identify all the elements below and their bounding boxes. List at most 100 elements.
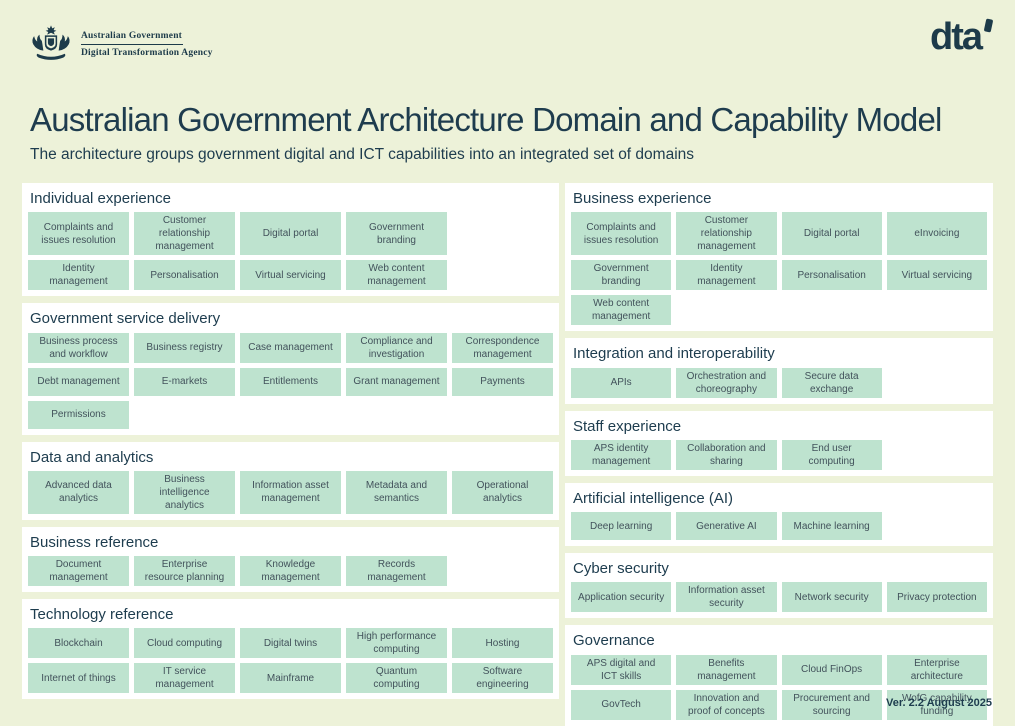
capability-item-it-service-management: IT service management [134,663,235,694]
capability-item-document-management: Document management [28,556,129,586]
capability-item-correspondence-management: Correspondence management [452,332,553,363]
australian-coat-of-arms-icon [28,24,74,62]
capability-item-cloud-finops: Cloud FinOps [781,654,882,685]
capability-item-permissions: Permissions [28,400,129,429]
capability-item-collaboration-and-sharing: Collaboration and sharing [676,439,777,470]
capability-item-digital-portal: Digital portal [240,212,341,256]
capability-item-machine-learning: Machine learning [781,512,882,540]
domain-section-business-reference: Business reference Document management Ent… [22,526,559,592]
capability-item-web-content-management: Web content management [571,295,672,326]
capability-item-customer-relationship-management: Customer relationship management [134,212,235,256]
capability-item-aps-identity-management: APS identity management [571,439,672,470]
domain-section-artificial-intelligence-ai: Artificial intelligence (AI) Deep learnin… [565,482,993,546]
page-title: Australian Government Architecture Domai… [30,101,942,138]
domain-section-data-and-analytics: Data and analytics Advanced data analytic… [22,441,559,520]
capability-item-government-branding: Government branding [571,260,672,291]
dta-logo-text: dta [930,16,983,58]
capability-item-virtual-servicing: Virtual servicing [886,260,987,291]
capability-item-privacy-protection: Privacy protection [886,582,987,613]
capability-item-software-engineering: Software engineering [452,663,553,694]
capability-item-operational-analytics: Operational analytics [452,470,553,514]
capability-item-procurement-and-sourcing: Procurement and sourcing [781,689,882,720]
capability-item-web-content-management: Web content management [346,260,447,291]
capability-item-business-registry: Business registry [134,332,235,363]
capability-item-wofg-capability-funding: WofG capability funding [886,689,987,720]
capability-item-identity-management: Identity management [676,260,777,291]
capability-item-apis: APIs [571,367,672,398]
capability-item-complaints-and-issues-resolution: Complaints and issues resolution [28,212,129,256]
capability-item-personalisation: Personalisation [134,260,235,291]
agency-logo: Australian Government Digital Transforma… [28,24,213,62]
capability-item-einvoicing: eInvoicing [886,212,987,256]
page-subtitle: The architecture groups government digit… [30,146,695,163]
domain-section-title: Cyber security [573,560,669,577]
domain-section-title: Business reference [30,533,159,551]
capability-item-mainframe: Mainframe [240,663,341,694]
domain-section-business-experience: Business experience Complaints and issues… [565,183,993,332]
domain-section-staff-experience: Staff experience APS identity management C… [565,410,993,476]
capability-item-internet-of-things: Internet of things [28,663,129,694]
domain-section-title: Technology reference [30,606,174,623]
capability-item-payments: Payments [452,367,553,396]
domain-section-title: Business experience [573,190,712,207]
domain-section-individual-experience: Individual experience Complaints and issu… [22,183,559,297]
crest-government-label: Australian Government [81,31,183,45]
left-column: Individual experience Complaints and issu… [22,183,559,700]
capability-item-enterprise-resource-planning: Enterprise resource planning [134,556,235,586]
capability-item-innovation-and-proof-of-concepts: Innovation and proof of concepts [676,689,777,720]
capability-item-generative-ai: Generative AI [676,512,777,540]
capability-item-cloud-computing: Cloud computing [134,628,235,659]
capability-item-application-security: Application security [571,582,672,613]
domain-section-title: Artificial intelligence (AI) [573,489,734,507]
capability-item-personalisation: Personalisation [781,260,882,291]
capability-item-business-process-and-workflow: Business process and workflow [28,332,129,363]
capability-item-identity-management: Identity management [28,260,129,291]
capability-item-information-asset-security: Information asset security [676,582,777,613]
version-label: Ver. 2.2 August 2025 [886,697,992,709]
domain-section-cyber-security: Cyber security Application security Inform… [565,553,993,619]
capability-item-virtual-servicing: Virtual servicing [240,260,341,291]
capability-item-hosting: Hosting [452,628,553,659]
domain-section-governance: Governance APS digital and ICT skills Bene… [565,625,993,726]
capability-item-metadata-and-semantics: Metadata and semantics [346,470,447,514]
capability-item-govtech: GovTech [571,689,672,720]
capability-item-advanced-data-analytics: Advanced data analytics [28,470,129,514]
crest-agency-label: Digital Transformation Agency [81,48,213,58]
domain-section-title: Governance [573,632,655,650]
capability-item-case-management: Case management [240,332,341,363]
dta-logo: dta [930,16,994,58]
capability-item-records-management: Records management [346,556,447,586]
domain-section-title: Government service delivery [30,310,221,328]
capability-item-digital-twins: Digital twins [240,628,341,659]
capability-item-complaints-and-issues-resolution: Complaints and issues resolution [571,212,672,256]
capability-item-e-markets: E-markets [134,367,235,396]
right-column: Business experience Complaints and issues… [565,183,993,726]
domain-section-technology-reference: Technology reference Blockchain Cloud comp… [22,599,559,700]
domain-section-integration-and-interoperability: Integration and interoperability APIs Orch… [565,338,993,404]
capability-item-orchestration-and-choreography: Orchestration and choreography [676,367,777,398]
capability-item-customer-relationship-management: Customer relationship management [676,212,777,256]
domain-section-title: Individual experience [30,190,171,207]
capability-item-government-branding: Government branding [346,212,447,256]
capability-item-information-asset-management: Information asset management [240,470,341,514]
domain-section-title: Data and analytics [30,448,154,466]
capability-item-blockchain: Blockchain [28,628,129,659]
capability-item-deep-learning: Deep learning [571,512,672,540]
capability-item-compliance-and-investigation: Compliance and investigation [346,332,447,363]
capability-item-debt-management: Debt management [28,367,129,396]
capability-item-digital-portal: Digital portal [781,212,882,256]
domain-section-title: Integration and interoperability [573,345,775,363]
capability-item-secure-data-exchange: Secure data exchange [781,367,882,398]
capability-item-end-user-computing: End user computing [781,439,882,470]
capability-item-benefits-management: Benefits management [676,654,777,685]
capability-item-grant-management: Grant management [346,367,447,396]
capability-item-enterprise-architecture: Enterprise architecture [886,654,987,685]
domain-section-government-service-delivery: Government service delivery Business proc… [22,303,559,435]
dta-logo-mark-icon [983,18,994,33]
capability-item-business-intelligence-analytics: Business intelligence analytics [134,470,235,514]
capability-item-entitlements: Entitlements [240,367,341,396]
capability-item-network-security: Network security [781,582,882,613]
capability-item-aps-digital-and-ict-skills: APS digital and ICT skills [571,654,672,685]
capability-item-knowledge-management: Knowledge management [240,556,341,586]
capability-item-high-performance-computing: High performance computing [346,628,447,659]
